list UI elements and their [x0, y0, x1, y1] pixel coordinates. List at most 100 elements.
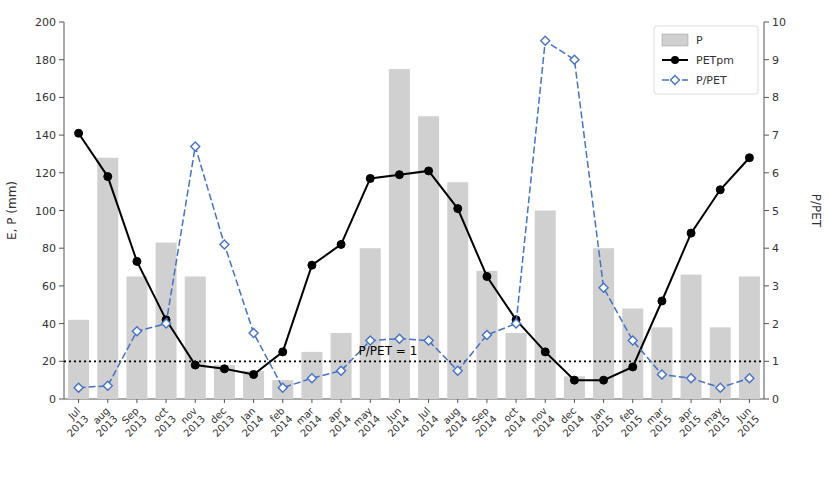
- x-tick-label-line: 2015: [706, 413, 732, 439]
- x-tick-label: may2014: [348, 405, 382, 439]
- y2-tick-label: 4: [772, 242, 779, 255]
- line: [79, 41, 750, 388]
- reference-line: [64, 360, 764, 362]
- marker: [424, 336, 433, 345]
- x-tick-label-line: 2013: [152, 413, 178, 439]
- marker: [687, 229, 695, 237]
- x-tick-label: nov2014: [523, 405, 557, 439]
- y-tick-label: 20: [42, 355, 56, 368]
- x-tick: [370, 399, 371, 403]
- bar: [185, 276, 206, 399]
- marker: [716, 383, 725, 392]
- x-tick-label: Sep2014: [465, 405, 499, 439]
- bar: [68, 320, 89, 399]
- bar: [243, 371, 264, 399]
- x-tick: [516, 399, 517, 403]
- x-tick-label-line: 2015: [736, 413, 762, 439]
- y2-tick-label: 6: [772, 167, 779, 180]
- y-axis: 020406080100120140160180200E, P (mm): [5, 16, 64, 406]
- x-tick-label: apr2015: [669, 404, 704, 439]
- legend-marker: [671, 76, 680, 85]
- x-tick-label: aug2014: [436, 405, 470, 439]
- x-tick-label-line: 2015: [619, 413, 645, 439]
- x-tick-label-line: 2013: [65, 413, 91, 439]
- y-tick: [59, 361, 64, 362]
- x-tick-label-line: 2014: [269, 413, 295, 439]
- marker: [453, 366, 462, 375]
- x-tick: [224, 399, 225, 403]
- x-tick: [78, 399, 79, 403]
- x-tick-label-line: 2014: [561, 413, 587, 439]
- marker: [74, 383, 83, 392]
- y-tick: [59, 248, 64, 249]
- x-tick-label-line: 2014: [298, 413, 324, 439]
- marker: [308, 261, 316, 269]
- marker: [220, 240, 229, 249]
- bar: [331, 333, 352, 399]
- y-tick: [59, 172, 64, 173]
- y2-tick: [764, 97, 769, 98]
- x-tick: [632, 399, 633, 403]
- x-tick-label: aug2013: [86, 405, 120, 439]
- y-tick-label: 140: [35, 129, 56, 142]
- x-tick: [253, 399, 254, 403]
- y-axis-line: [64, 22, 65, 399]
- x-tick: [574, 399, 575, 403]
- y-tick: [59, 285, 64, 286]
- bar: [360, 248, 381, 399]
- legend-marker-shape: [671, 56, 679, 64]
- marker: [249, 329, 258, 338]
- x-tick-label-line: 2014: [415, 413, 441, 439]
- marker: [250, 370, 258, 378]
- marker: [629, 363, 637, 371]
- marker: [337, 366, 346, 375]
- y2-tick-label: 1: [772, 355, 779, 368]
- x-tick-label: Jun2015: [728, 405, 762, 439]
- x-tick: [341, 399, 342, 403]
- marker: [600, 376, 608, 384]
- marker: [104, 173, 112, 181]
- line: [79, 133, 750, 380]
- y-tick-label: 160: [35, 91, 56, 104]
- marker: [512, 319, 521, 328]
- y-tick-label: 120: [35, 167, 56, 180]
- marker: [395, 171, 403, 179]
- x-tick-label-line: 2014: [386, 413, 412, 439]
- marker: [132, 327, 141, 336]
- bar: [272, 380, 293, 399]
- bar: [710, 327, 731, 399]
- marker: [658, 297, 666, 305]
- bar: [476, 271, 497, 399]
- line-series: [74, 36, 754, 392]
- bar: [622, 309, 643, 399]
- bar: [418, 116, 439, 399]
- x-tick-label-line: 2014: [327, 413, 353, 439]
- x-tick-label: oct2013: [144, 405, 178, 439]
- bar: [651, 327, 672, 399]
- x-tick-label: Jan2014: [232, 405, 266, 439]
- y-tick: [59, 22, 64, 23]
- x-tick: [107, 399, 108, 403]
- x-tick-label-line: 2014: [240, 413, 266, 439]
- x-tick-label: dec2014: [553, 405, 587, 439]
- y2-tick-label: 9: [772, 54, 779, 67]
- y2-tick-label: 7: [772, 129, 779, 142]
- marker: [162, 319, 171, 328]
- x-tick: [166, 399, 167, 403]
- y-tick-label: 180: [35, 54, 56, 67]
- x-tick: [282, 399, 283, 403]
- x-axis: Jul2013aug2013Sep2013oct2013nov2013dec20…: [57, 399, 764, 439]
- y-axis-label: E, P (mm): [5, 181, 19, 240]
- y2-axis: 012345678910P/PET: [764, 16, 823, 406]
- y-tick-label: 100: [35, 205, 56, 218]
- y2-tick: [764, 285, 769, 286]
- x-tick: [720, 399, 721, 403]
- x-tick: [399, 399, 400, 403]
- x-tick-label-line: 2013: [123, 413, 149, 439]
- marker: [278, 383, 287, 392]
- x-tick-label-line: 2014: [444, 413, 470, 439]
- x-tick: [428, 399, 429, 403]
- y2-tick: [764, 172, 769, 173]
- x-tick-label: Jul2013: [57, 405, 91, 439]
- legend: PPETpmP/PET: [654, 26, 758, 94]
